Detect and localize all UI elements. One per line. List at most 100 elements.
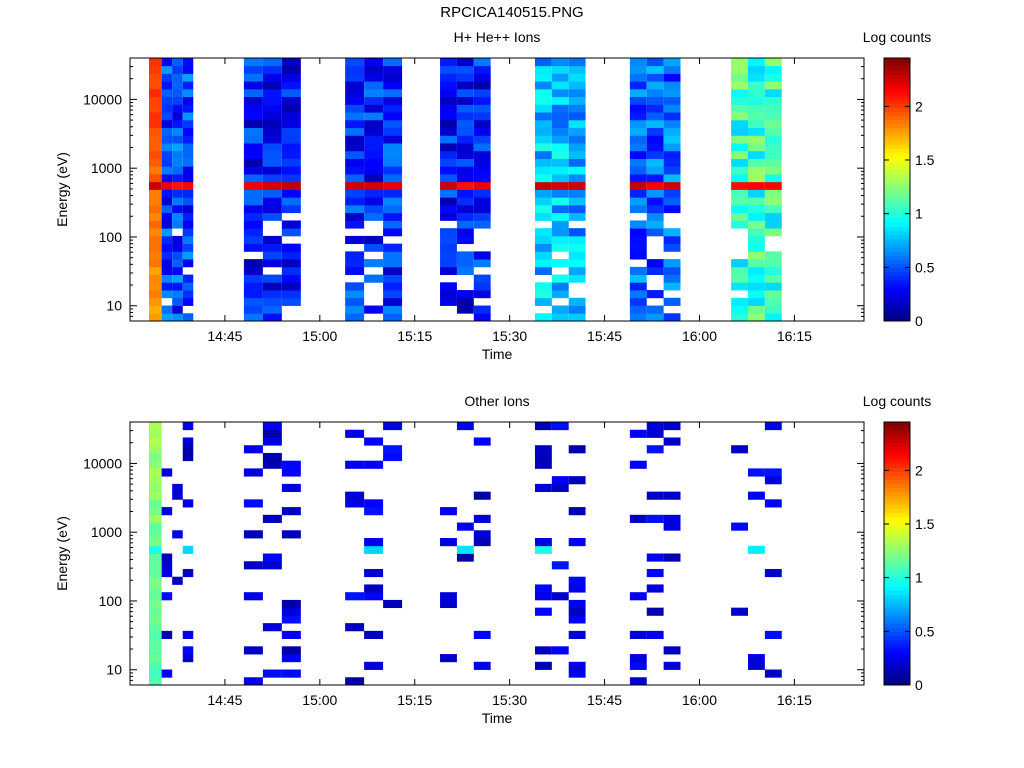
heatmap-cell [663,135,681,144]
heatmap-cell [148,174,162,183]
heatmap-cell [148,197,162,206]
heatmap-cell [281,530,301,539]
colorbar-swatch [884,680,910,686]
heatmap-cell [534,197,552,206]
colorbar-swatch [884,316,910,322]
heatmap-cell [663,204,681,214]
colorbar-swatch [884,569,910,575]
heatmap-cell [663,189,681,198]
heatmap-cell [440,58,457,67]
heatmap-cell [262,669,282,678]
heatmap-cell [731,181,748,190]
heatmap-cell [161,112,173,121]
colorbar-swatch [884,205,910,211]
heatmap-cell [551,290,569,299]
heatmap-cell [161,135,173,144]
heatmap-cell [364,274,384,283]
x-tick-label: 16:15 [777,692,812,708]
heatmap-cell [747,166,765,175]
heatmap-cell [364,65,384,74]
heatmap-cell [440,65,457,74]
heatmap-cell [262,514,282,523]
heatmap-cell [148,615,162,624]
x-tick-label: 16:00 [682,692,717,708]
heatmap-cell [747,274,765,283]
heatmap-cell [161,197,173,206]
colorbar-swatch [884,508,910,513]
heatmap-cell [456,174,474,183]
heatmap-cell [473,96,491,105]
heatmap-cell [281,189,301,198]
heatmap-cell [646,553,664,562]
heatmap-cell [764,150,782,159]
colorbar-swatch [884,438,910,444]
heatmap-cell [345,197,365,206]
heatmap-cell [731,266,748,275]
heatmap-cell [364,437,384,446]
heatmap-cell [747,204,765,214]
heatmap-cell [364,166,384,175]
heatmap-cell [172,274,183,283]
colorbar-tick-label: 0.5 [915,259,935,275]
heatmap-cell [383,599,403,609]
heatmap-cell [568,158,586,167]
heatmap-cell [440,251,457,260]
heatmap-cell [747,228,765,237]
heatmap-cell [646,119,664,129]
heatmap-cell [148,251,162,260]
heatmap-cell [383,243,403,252]
heatmap-cell [262,561,282,570]
colorbar-tick-label: 1.5 [915,152,935,168]
heatmap-cell [161,553,173,562]
heatmap-cell [663,96,681,105]
heatmap-cell [243,197,263,206]
heatmap-cell [161,174,173,183]
heatmap-cell [568,538,586,547]
heatmap-cell [243,243,263,252]
heatmap-cell [663,166,681,175]
heatmap-cell [646,197,664,206]
heatmap-cell [747,313,765,322]
heatmap-cell [161,468,173,477]
x-tick-label: 15:30 [492,692,527,708]
colorbar-frame [883,57,911,322]
heatmap-cell [148,468,162,477]
heatmap-cell [383,445,403,454]
heatmap-cell [364,189,384,198]
heatmap-cell [456,96,474,105]
heatmap-cell [440,127,457,136]
heatmap-cell [456,65,474,74]
heatmap-cell [440,290,457,299]
heatmap-cell [731,274,748,283]
heatmap-cell [663,646,681,655]
heatmap-cell [281,220,301,229]
heatmap-cell [281,599,301,609]
heatmap-cell [364,212,384,221]
heatmap-cell [182,88,194,98]
heatmap-cell [663,491,681,500]
heatmap-cell [172,259,183,268]
heatmap-cell [161,212,173,221]
heatmap-cell [161,507,173,516]
heatmap-cell [345,297,365,306]
heatmap-cell [345,235,365,245]
heatmap-cell [568,313,586,322]
heatmap-cell [456,545,474,554]
heatmap-cell [663,282,681,291]
heatmap-cell [473,112,491,121]
heatmap-cell [148,599,162,609]
heatmap-cell [383,112,403,121]
heatmap-cell [534,135,552,144]
heatmap-cell [534,204,552,214]
heatmap-cell [148,422,162,431]
heatmap-cell [551,561,569,570]
heatmap-cell [148,491,162,500]
heatmap-cell [629,228,647,237]
heatmap-cell [747,112,765,121]
colorbar-swatch [884,210,910,215]
heatmap-cell [534,460,552,469]
heatmap-cell [568,204,586,214]
x-tick-label: 15:30 [492,328,527,344]
colorbar-swatch [884,193,910,199]
heatmap-cell [646,228,664,237]
